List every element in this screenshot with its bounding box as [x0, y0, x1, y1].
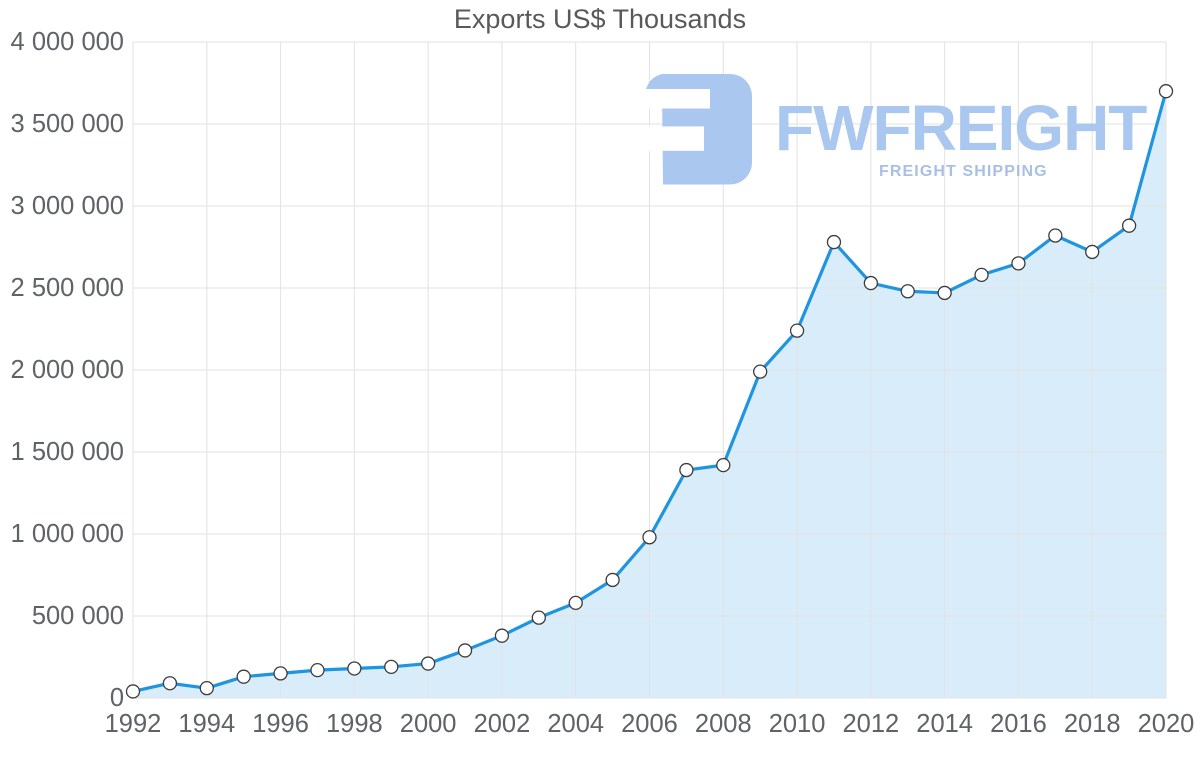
svg-text:1994: 1994 — [178, 710, 235, 738]
svg-text:2004: 2004 — [547, 710, 604, 738]
svg-text:1 500 000: 1 500 000 — [11, 438, 124, 466]
svg-text:2006: 2006 — [621, 710, 678, 738]
svg-text:FWFREIGHT: FWFREIGHT — [775, 92, 1147, 164]
svg-text:2018: 2018 — [1064, 710, 1121, 738]
svg-text:1 000 000: 1 000 000 — [11, 520, 124, 548]
svg-text:1998: 1998 — [326, 710, 383, 738]
svg-text:2014: 2014 — [916, 710, 973, 738]
svg-text:FREIGHT SHIPPING: FREIGHT SHIPPING — [879, 163, 1048, 180]
svg-text:1992: 1992 — [105, 710, 162, 738]
svg-text:500 000: 500 000 — [32, 602, 124, 630]
svg-text:2008: 2008 — [695, 710, 752, 738]
svg-text:2020: 2020 — [1138, 710, 1195, 738]
svg-text:2016: 2016 — [990, 710, 1047, 738]
svg-text:3 000 000: 3 000 000 — [11, 192, 124, 220]
svg-text:1996: 1996 — [252, 710, 309, 738]
svg-text:2012: 2012 — [842, 710, 899, 738]
svg-text:2002: 2002 — [474, 710, 531, 738]
svg-text:2010: 2010 — [769, 710, 826, 738]
svg-text:0: 0 — [110, 684, 124, 712]
svg-text:3 500 000: 3 500 000 — [11, 110, 124, 138]
svg-text:2000: 2000 — [400, 710, 457, 738]
svg-text:2 500 000: 2 500 000 — [11, 274, 124, 302]
svg-text:2 000 000: 2 000 000 — [11, 356, 124, 384]
